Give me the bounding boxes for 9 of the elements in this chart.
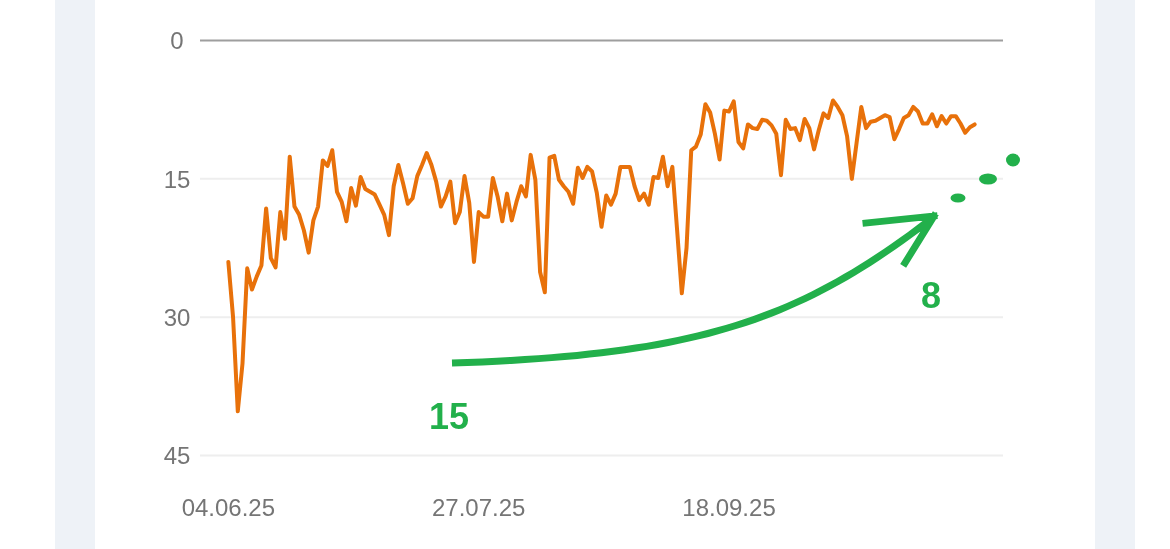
y-tick-label: 30 [163, 303, 191, 331]
annotation: 8 [920, 275, 942, 316]
x-tick-label: 18.09.25 [682, 493, 776, 521]
x-tick-label: 04.06.25 [181, 493, 276, 521]
x-tick-label: 27.07.25 [431, 493, 526, 521]
y-tick-label: 0 [170, 27, 184, 55]
y-tick-label: 45 [163, 442, 191, 470]
y-tick-label: 15 [163, 165, 191, 193]
annotation: 15 [428, 396, 470, 437]
